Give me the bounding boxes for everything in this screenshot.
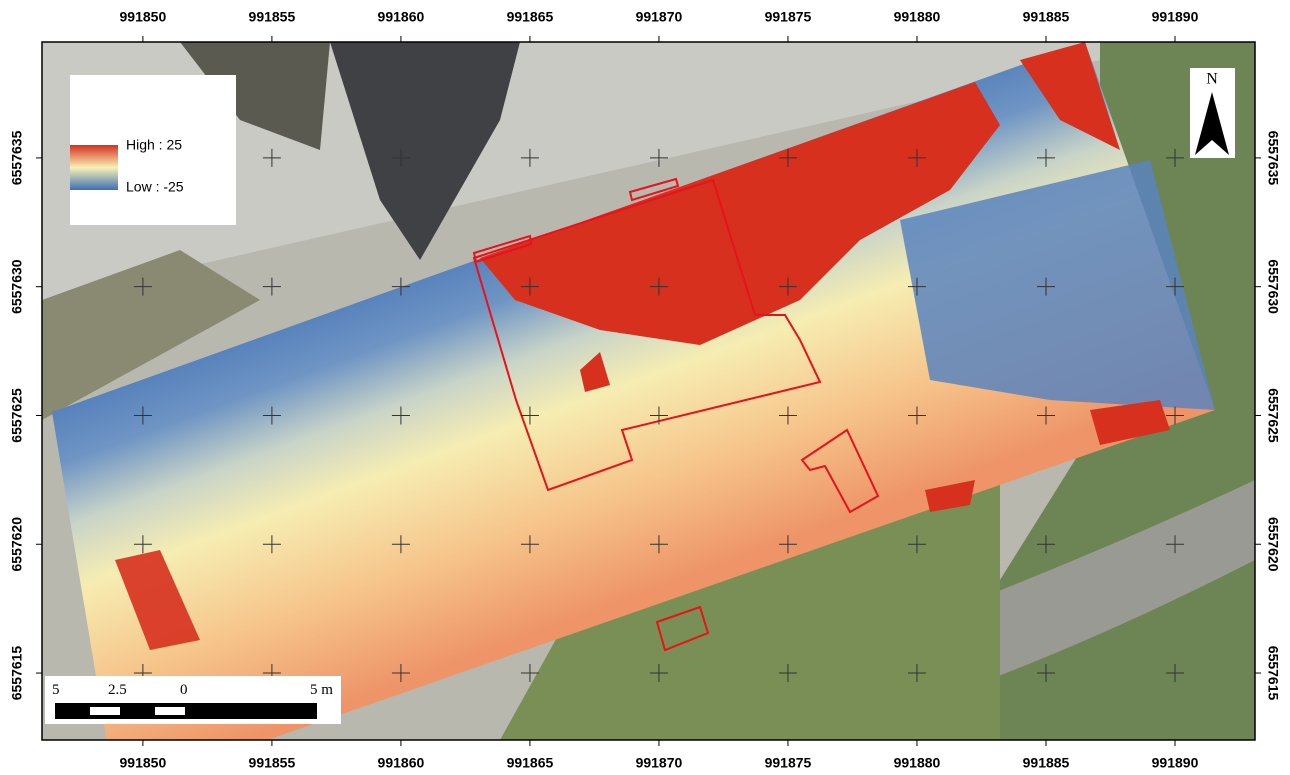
legend-low: Low : -25 bbox=[126, 179, 184, 195]
grid-cross bbox=[1037, 664, 1055, 683]
legend-swatch bbox=[70, 145, 118, 190]
grid-cross bbox=[1037, 406, 1055, 425]
x-tick-label-bottom: 991875 bbox=[765, 755, 812, 771]
grid-cross bbox=[1037, 535, 1055, 554]
scale-label: 5 bbox=[52, 682, 60, 698]
x-tick-label-top: 991885 bbox=[1023, 9, 1070, 25]
grid-cross bbox=[778, 148, 797, 167]
grid-cross bbox=[649, 535, 668, 554]
grid-cross bbox=[778, 535, 797, 554]
grid-cross bbox=[262, 148, 281, 167]
y-tick-label-right: 6557630 bbox=[1265, 259, 1281, 314]
grid-cross bbox=[907, 406, 926, 425]
y-tick-label-left: 6557635 bbox=[9, 130, 25, 185]
grid-cross bbox=[391, 277, 410, 296]
grid-cross bbox=[907, 148, 926, 167]
grid-cross bbox=[1166, 148, 1185, 167]
x-tick-label-top: 991865 bbox=[507, 9, 554, 25]
grid-cross bbox=[1166, 664, 1185, 683]
grid-cross bbox=[907, 664, 926, 683]
x-tick-label-bottom: 991865 bbox=[507, 755, 554, 771]
grid-cross bbox=[1037, 277, 1055, 296]
scale-bar: 5 2.5 0 5 m bbox=[45, 676, 341, 724]
y-tick-label-right: 6557620 bbox=[1265, 517, 1281, 572]
grid-cross bbox=[1166, 406, 1185, 425]
grid-cross bbox=[520, 535, 539, 554]
grid-cross bbox=[649, 148, 668, 167]
grid-cross bbox=[778, 406, 797, 425]
x-tick-label-bottom: 991870 bbox=[636, 755, 683, 771]
x-tick-label-top: 991870 bbox=[636, 9, 683, 25]
grid-cross bbox=[391, 535, 410, 554]
grid-cross bbox=[649, 406, 668, 425]
survey-raster bbox=[52, 42, 1215, 740]
north-arrow: N bbox=[1190, 68, 1235, 158]
grid-cross bbox=[391, 148, 410, 167]
x-tick-label-top: 991855 bbox=[249, 9, 296, 25]
x-tick-label-top: 991875 bbox=[765, 9, 812, 25]
grid-cross bbox=[391, 406, 410, 425]
grid-cross bbox=[262, 406, 281, 425]
grid-cross bbox=[520, 148, 539, 167]
grid-cross bbox=[520, 406, 539, 425]
x-tick-label-top: 991860 bbox=[378, 9, 425, 25]
grid-cross bbox=[391, 664, 410, 683]
grid-cross bbox=[778, 277, 797, 296]
x-tick-label-bottom: 991880 bbox=[894, 755, 941, 771]
legend-high: High : 25 bbox=[126, 137, 182, 153]
x-tick-label-bottom: 991885 bbox=[1023, 755, 1070, 771]
building-outline bbox=[472, 177, 880, 652]
x-tick-label-bottom: 991860 bbox=[378, 755, 425, 771]
x-tick-label-bottom: 991855 bbox=[249, 755, 296, 771]
grid-cross bbox=[133, 535, 152, 554]
x-tick-label-bottom: 991890 bbox=[1152, 755, 1199, 771]
y-tick-label-left: 6557620 bbox=[9, 517, 25, 572]
grid-cross bbox=[1166, 277, 1185, 296]
grid-cross bbox=[649, 277, 668, 296]
north-label: N bbox=[1206, 71, 1218, 88]
grid-cross bbox=[133, 406, 152, 425]
grid-cross bbox=[133, 277, 152, 296]
y-tick-label-right: 6557625 bbox=[1265, 388, 1281, 443]
grid-cross bbox=[262, 535, 281, 554]
x-tick-label-top: 991850 bbox=[120, 9, 167, 25]
grid-cross bbox=[1037, 148, 1055, 167]
x-tick-label-bottom: 991850 bbox=[120, 755, 167, 771]
grid-cross bbox=[1166, 535, 1185, 554]
grid-cross bbox=[262, 277, 281, 296]
scale-label: 0 bbox=[180, 682, 188, 698]
grid-cross bbox=[907, 277, 926, 296]
y-tick-label-right: 6557615 bbox=[1265, 646, 1281, 701]
grid-cross bbox=[649, 664, 668, 683]
y-tick-label-left: 6557630 bbox=[9, 259, 25, 314]
grid-cross bbox=[520, 664, 539, 683]
scale-label: 2.5 bbox=[108, 682, 127, 698]
grid-cross bbox=[520, 277, 539, 296]
y-tick-label-left: 6557615 bbox=[9, 646, 25, 701]
scale-label: 5 m bbox=[310, 682, 333, 698]
y-tick-label-left: 6557625 bbox=[9, 388, 25, 443]
grid-cross bbox=[778, 664, 797, 683]
legend: High : 25 Low : -25 bbox=[70, 75, 236, 225]
x-tick-label-top: 991890 bbox=[1152, 9, 1199, 25]
grid-cross bbox=[907, 535, 926, 554]
x-tick-label-top: 991880 bbox=[894, 9, 941, 25]
map-frame bbox=[41, 41, 1256, 741]
y-tick-label-right: 6557635 bbox=[1265, 131, 1281, 186]
